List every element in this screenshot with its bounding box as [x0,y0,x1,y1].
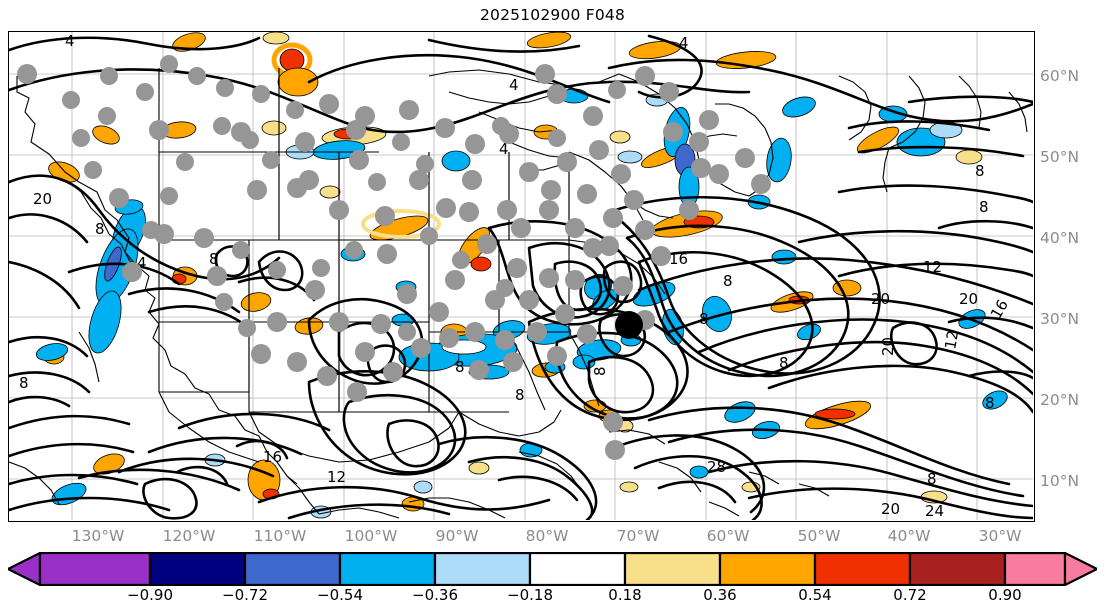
svg-text:20: 20 [959,290,978,308]
map-frame: 4 4 4 20 8 4 8 16 12 8 16 8 8 20 [8,31,1035,522]
lon-tick-label: 130°W [71,527,125,545]
colorbar-canvas [8,552,1097,586]
svg-text:8: 8 [95,220,105,238]
lat-tick-label: 40°N [1040,229,1080,247]
svg-text:20: 20 [33,190,52,208]
colorbar-tick-label: 0.18 [608,586,642,604]
colorbar-tick-label: −0.90 [127,586,173,604]
colorbar-tick-label: −0.18 [507,586,553,604]
svg-text:8: 8 [455,358,465,376]
colorbar-tick-labels: −0.90 −0.72 −0.54 −0.36 −0.18 0.18 0.36 … [0,586,1105,612]
svg-text:8: 8 [779,354,789,372]
svg-text:16: 16 [263,448,282,466]
lat-tick-label: 20°N [1040,391,1080,409]
svg-text:4: 4 [509,76,519,94]
svg-text:8: 8 [19,374,29,392]
svg-text:8: 8 [927,470,937,488]
colorbar-tick-label: 0.36 [703,586,737,604]
lat-tick-label: 30°N [1040,310,1080,328]
lon-tick-label: 100°W [344,527,398,545]
map-panel[interactable]: 4 4 4 20 8 4 8 16 12 8 16 8 8 20 [8,31,1035,522]
colorbar-tick-label: −0.36 [412,586,458,604]
colorbar-tick-label: −0.54 [317,586,363,604]
lon-tick-label: 70°W [616,527,660,545]
svg-text:8: 8 [975,162,985,180]
svg-text:8: 8 [723,272,733,290]
svg-text:12: 12 [941,329,962,351]
svg-text:20: 20 [871,290,890,308]
svg-text:4: 4 [137,254,147,272]
lon-tick-label: 90°W [435,527,479,545]
lon-tick-label: 40°W [887,527,931,545]
svg-text:4: 4 [65,32,75,50]
lon-tick-label: 120°W [162,527,216,545]
svg-text:12: 12 [327,468,346,486]
colorbar-tick-label: 0.72 [893,586,927,604]
svg-text:16: 16 [669,250,688,268]
lon-tick-label: 80°W [525,527,569,545]
map-canvas: 4 4 4 20 8 4 8 16 12 8 16 8 8 20 [9,32,1033,520]
colorbar[interactable] [8,552,1097,586]
svg-text:8: 8 [979,198,989,216]
colorbar-extend-right [1063,552,1097,586]
page-title: 2025102900 F048 [479,6,626,24]
svg-text:4: 4 [499,140,509,158]
svg-text:28: 28 [707,458,726,476]
lon-tick-label: 50°W [797,527,841,545]
colorbar-tick-label: −0.72 [222,586,268,604]
colorbar-tick-label: 0.90 [988,586,1022,604]
svg-text:4: 4 [679,34,689,52]
svg-text:8: 8 [515,386,525,404]
colorbar-extend-left [8,552,42,586]
svg-text:8: 8 [699,310,709,328]
svg-text:20: 20 [881,500,900,518]
svg-text:12: 12 [923,258,942,276]
lat-tick-label: 50°N [1040,148,1080,166]
colorbar-segments [8,552,1097,586]
lat-tick-label: 60°N [1040,67,1080,85]
svg-text:20: 20 [879,337,897,356]
colorbar-tick-label: 0.54 [798,586,832,604]
lon-tick-label: 110°W [253,527,307,545]
svg-text:8: 8 [209,250,219,268]
svg-text:8: 8 [985,394,995,412]
lat-tick-label: 10°N [1040,472,1080,490]
lon-tick-label: 60°W [706,527,750,545]
svg-text:8: 8 [591,366,609,376]
svg-text:24: 24 [925,502,944,520]
storm-center-marker [615,311,643,339]
station-markers [17,55,771,460]
lon-tick-label: 30°W [978,527,1022,545]
